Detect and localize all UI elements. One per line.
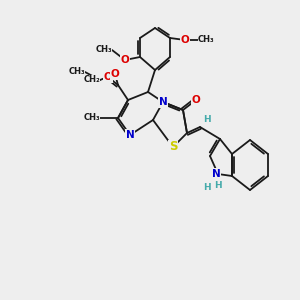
Text: O: O [103,72,112,82]
Text: H: H [214,182,222,190]
Text: CH₃: CH₃ [68,68,85,76]
Text: N: N [126,130,134,140]
Text: N: N [159,97,167,107]
Text: CH₂: CH₂ [83,76,100,85]
Text: O: O [181,35,189,45]
Text: O: O [121,55,129,65]
Text: O: O [192,95,200,105]
Text: S: S [169,140,177,154]
Text: CH₃: CH₃ [95,46,112,55]
Text: CH₃: CH₃ [198,35,214,44]
Text: O: O [111,69,119,79]
Text: N: N [212,169,220,179]
Text: H: H [203,115,211,124]
Text: H: H [203,184,211,193]
Text: CH₃: CH₃ [83,113,100,122]
